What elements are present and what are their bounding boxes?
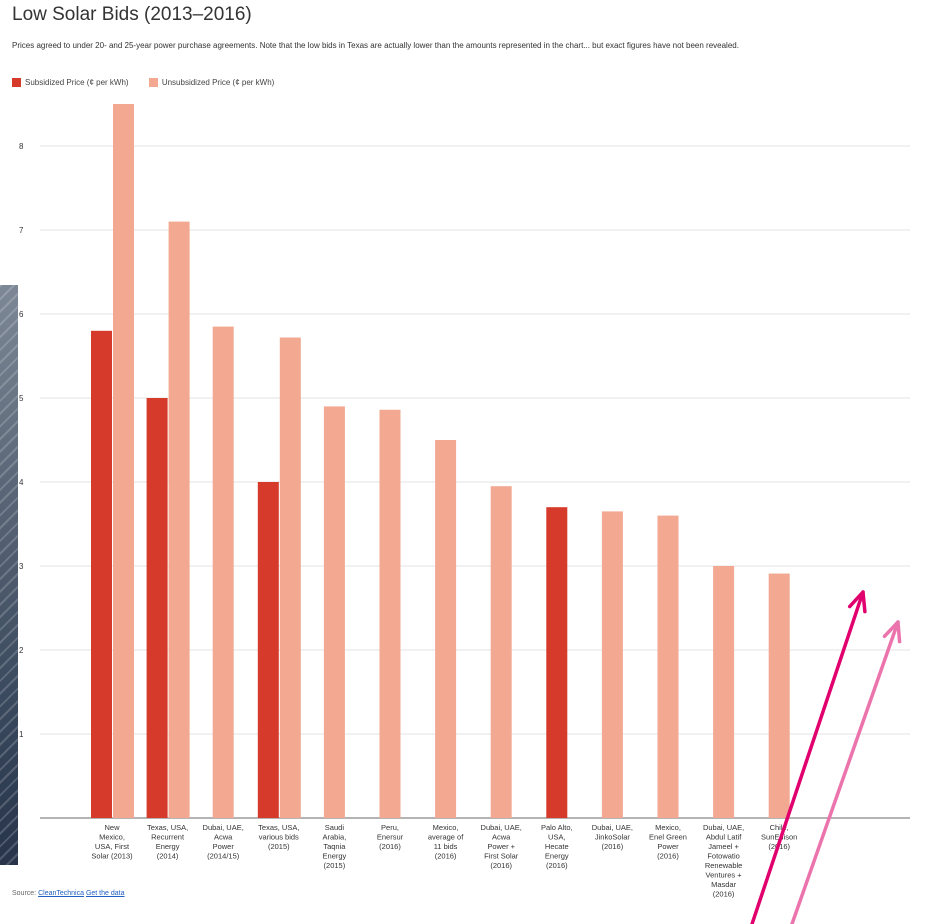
x-tick-label-3: Texas, USA, various bids (2015) (258, 823, 299, 851)
bar-unsubsidized-3 (279, 337, 301, 818)
bar-unsubsidized-1 (168, 221, 190, 819)
chart-legend: Subsidized Price (¢ per kWh) Unsubsidize… (12, 78, 292, 89)
bar-unsubsidized-5 (379, 409, 401, 818)
legend-label-subsidized: Subsidized Price (¢ per kWh) (25, 78, 129, 87)
annotation-arrow-head-1 (882, 620, 902, 644)
annotation-arrow-shaft-1 (790, 620, 900, 924)
x-tick-label-6: Mexico, average of 11 bids (2016) (428, 823, 464, 861)
x-tick-label-7: Dubai, UAE, Acwa Power + First Solar (2016) (481, 823, 522, 870)
bar-unsubsidized-11 (713, 566, 735, 818)
annotation-arrow-shaft-0 (750, 590, 865, 924)
background-solar-panel-photo (0, 285, 18, 865)
legend-item-unsubsidized[interactable]: Unsubsidized Price (¢ per kWh) (148, 78, 275, 87)
y-tick-label-5: 5 (19, 394, 24, 403)
bar-subsidized-1 (146, 398, 168, 818)
bar-unsubsidized-4 (323, 406, 345, 818)
y-tick-label-3: 3 (19, 562, 24, 571)
x-tick-label-5: Peru, Enersur (2016) (377, 823, 404, 851)
x-tick-label-8: Palo Alto, USA, Hecate Energy (2016) (541, 823, 573, 870)
legend-label-unsubsidized: Unsubsidized Price (¢ per kWh) (161, 78, 275, 87)
x-tick-label-9: Dubai, UAE, JinkoSolar (2016) (592, 823, 633, 851)
source-prefix: Source: (12, 890, 39, 897)
y-tick-label-7: 7 (19, 226, 24, 235)
annotation-arrow-head-0 (847, 590, 867, 614)
bar-subsidized-3 (257, 482, 279, 818)
x-tick-label-10: Mexico, Enel Green Power (2016) (649, 823, 687, 861)
bar-unsubsidized-9 (601, 511, 623, 818)
y-tick-label-4: 4 (19, 478, 24, 487)
chart-subtitle: Prices agreed to under 20- and 25-year p… (12, 41, 739, 50)
chart-source: Source: CleanTechnica Get the data (12, 890, 124, 897)
source-link-cleantechnica[interactable]: CleanTechnica (38, 890, 84, 897)
bar-unsubsidized-10 (657, 515, 679, 818)
y-tick-label-8: 8 (19, 142, 24, 151)
x-tick-label-2: Dubai, UAE, Acwa Power (2014/15) (203, 823, 244, 861)
x-tick-label-1: Texas, USA, Recurrent Energy (2014) (147, 823, 188, 861)
source-link-get-data[interactable]: Get the data (85, 890, 125, 897)
bar-unsubsidized-2 (212, 326, 234, 818)
bar-unsubsidized-12 (768, 573, 790, 818)
bar-unsubsidized-6 (435, 440, 457, 818)
y-tick-label-2: 2 (19, 646, 24, 655)
x-tick-label-0: New Mexico, USA, First Solar (2013) (91, 823, 133, 861)
bar-subsidized-0 (91, 330, 112, 818)
x-tick-label-11: Dubai, UAE, Abdul Latif Jameel + Fotowatio R… (703, 823, 744, 899)
bar-subsidized-8 (546, 507, 568, 818)
legend-swatch-subsidized (12, 78, 21, 87)
chart-title: Low Solar Bids (2013–2016) (12, 4, 252, 25)
bar-unsubsidized-7 (490, 486, 512, 818)
legend-item-subsidized[interactable]: Subsidized Price (¢ per kWh) (12, 78, 129, 87)
y-tick-label-1: 1 (19, 730, 24, 739)
y-tick-label-6: 6 (19, 310, 24, 319)
legend-swatch-unsubsidized (148, 78, 158, 87)
bar-unsubsidized-0 (113, 104, 134, 818)
x-tick-label-4: Saudi Arabia, Taqnia Energy (2015) (323, 823, 347, 870)
